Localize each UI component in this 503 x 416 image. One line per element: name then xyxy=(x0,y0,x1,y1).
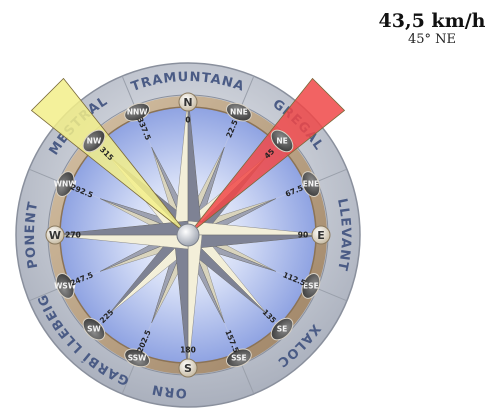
point-badge-n: N xyxy=(178,92,198,112)
point-badge-ne: NE xyxy=(270,129,294,153)
point-label: ENE xyxy=(303,180,320,189)
ring-separator xyxy=(29,288,59,301)
point-label: NNE xyxy=(230,108,248,117)
point-label: S xyxy=(184,362,192,375)
point-badge-nne: NNE xyxy=(226,102,252,122)
point-label: SW xyxy=(87,325,101,334)
point-label: SSW xyxy=(128,353,147,362)
compass-rose xyxy=(47,94,329,376)
point-badge-s: S xyxy=(178,358,198,378)
point-badge-ese: ESE xyxy=(301,273,321,299)
rose-point xyxy=(187,220,329,250)
point-label: SSE xyxy=(231,353,247,362)
point-label: NW xyxy=(87,137,102,146)
compass-point-labels: N0NNE22.5NE45ENE67.5E90ESE112.5SE135SSE1… xyxy=(45,92,331,378)
wind-readout: 43,5 km/h 45° NE xyxy=(367,10,497,48)
point-badge-ssw: SSW xyxy=(124,348,150,368)
point-label: WNW xyxy=(54,180,78,189)
ring-separator xyxy=(241,76,254,106)
wind-name-ponent: PONENT xyxy=(23,200,42,270)
point-label: N xyxy=(183,96,192,109)
point-label: SE xyxy=(277,325,288,334)
degree-label: 90 xyxy=(298,231,308,240)
point-badge-sse: SSE xyxy=(226,348,252,368)
point-badge-w: W xyxy=(45,225,65,245)
degree-label: 270 xyxy=(65,231,81,240)
point-badge-sw: SW xyxy=(82,317,106,341)
wind-pointer-secondary xyxy=(30,77,189,236)
point-badge-se: SE xyxy=(270,317,294,341)
ring-separator xyxy=(122,76,135,106)
wind-direction: 45° NE xyxy=(407,32,457,47)
rose-point xyxy=(173,234,203,376)
point-label: ESE xyxy=(303,281,319,290)
point-label: WSW xyxy=(54,281,77,290)
ring-separator xyxy=(317,169,347,182)
wind-name-llevant: LLEVANT xyxy=(334,197,353,272)
ring-separator xyxy=(241,364,254,394)
point-badge-ene: ENE xyxy=(301,171,321,197)
point-badge-wsw: WSW xyxy=(54,273,77,299)
degree-label: 180 xyxy=(180,346,196,355)
ring-separator xyxy=(29,169,59,182)
ring-separator xyxy=(122,364,135,394)
point-badge-e: E xyxy=(311,225,331,245)
wind-pointers xyxy=(30,77,346,236)
point-label: NNW xyxy=(127,108,149,117)
point-badge-nw: NW xyxy=(82,129,106,153)
point-label: E xyxy=(317,229,325,242)
point-badge-nnw: NNW xyxy=(124,102,150,122)
point-badge-wnw: WNW xyxy=(54,171,78,197)
wind-pointer-current xyxy=(187,77,346,236)
rose-point xyxy=(47,220,189,250)
degree-label: 0 xyxy=(185,116,190,125)
ring-separator xyxy=(317,288,347,301)
point-label: W xyxy=(49,229,61,242)
compass-hub xyxy=(176,223,200,247)
wind-speed: 43,5 km/h xyxy=(378,10,486,32)
point-label: NE xyxy=(276,137,287,146)
